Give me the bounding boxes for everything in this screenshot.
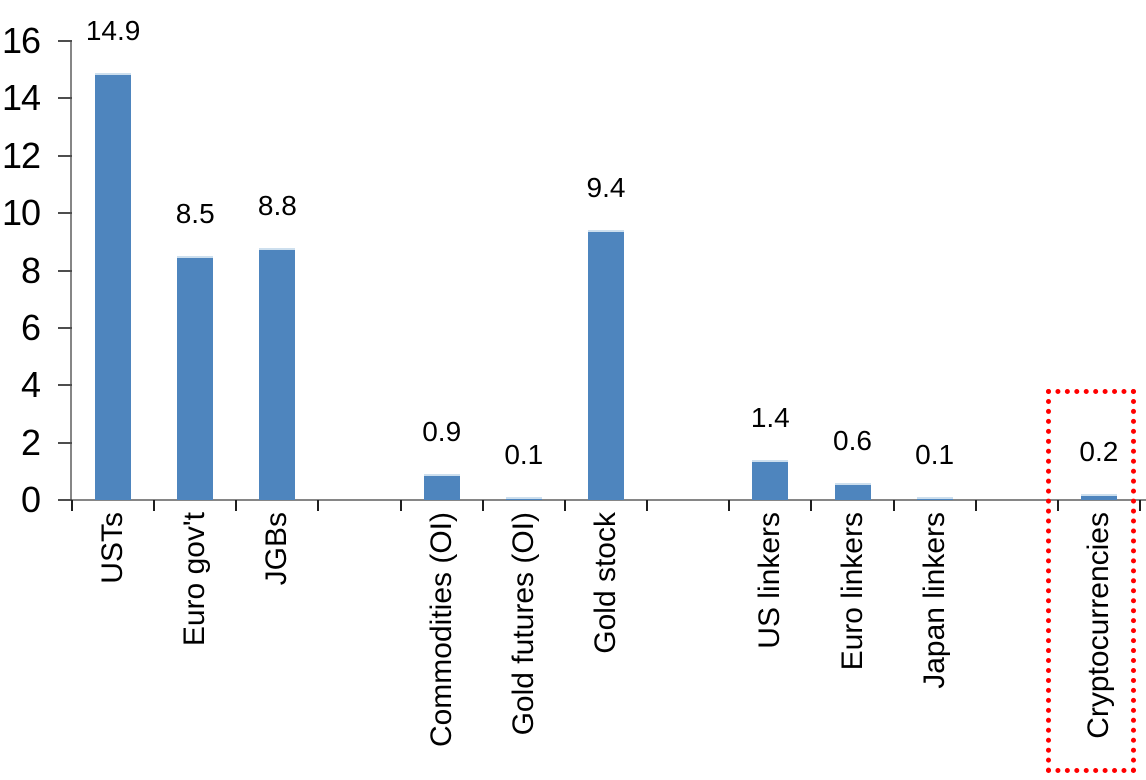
x-category-label-usts: USTs <box>96 512 130 584</box>
x-tick <box>481 500 484 511</box>
x-category-label-japan-linkers: Japan linkers <box>917 512 951 689</box>
data-label-euro-linkers: 0.6 <box>833 424 872 456</box>
y-tick <box>58 269 72 272</box>
x-tick <box>728 500 731 511</box>
bar-japan-linkers <box>916 497 953 500</box>
y-tick-label-6: 6 <box>20 306 41 348</box>
y-tick-label-12: 12 <box>1 134 41 176</box>
x-tick <box>1056 500 1059 511</box>
y-tick <box>58 326 72 329</box>
bar-gold-futures-oi <box>505 497 542 500</box>
data-label-commodities-oi: 0.9 <box>422 416 462 448</box>
x-category-label-gold-futures-oi: Gold futures (OI) <box>506 512 540 736</box>
data-label-japan-linkers: 0.1 <box>915 439 955 471</box>
x-tick <box>563 500 566 511</box>
bar-euro-linkers <box>834 482 871 500</box>
data-label-cryptocurrencies: 0.2 <box>1079 436 1119 468</box>
data-label-gold-futures-oi: 0.1 <box>504 439 544 471</box>
x-category-label-euro-linkers: Euro linkers <box>835 512 869 671</box>
bar-us-linkers <box>752 459 789 500</box>
y-tick <box>58 499 72 501</box>
data-label-gold-stock: 9.4 <box>586 172 626 204</box>
x-tick <box>235 500 238 511</box>
highlight-box <box>1046 389 1136 773</box>
bar-commodities-oi <box>423 474 460 500</box>
x-tick <box>317 500 320 511</box>
y-tick-label-2: 2 <box>20 421 41 463</box>
data-label-us-linkers: 1.4 <box>750 401 790 433</box>
x-category-label-gold-stock: Gold stock <box>589 512 622 654</box>
y-tick-label-0: 0 <box>20 479 41 520</box>
x-category-label-commodities-oi: Commodities (OI) <box>424 512 458 748</box>
x-tick <box>153 500 156 511</box>
y-tick <box>58 154 72 157</box>
x-category-label-us-linkers: US linkers <box>753 512 787 649</box>
y-tick-label-16: 16 <box>1 20 41 61</box>
y-tick-label-4: 4 <box>20 364 41 406</box>
x-tick <box>646 500 649 511</box>
x-category-label-euro-gov-t: Euro gov't <box>178 512 212 647</box>
x-tick <box>399 500 402 511</box>
data-label-euro-gov-t: 8.5 <box>175 198 215 230</box>
x-tick <box>1139 500 1141 511</box>
y-tick <box>58 441 72 444</box>
x-tick <box>71 500 73 511</box>
x-axis-line <box>70 499 1146 501</box>
bar-jgbs <box>259 247 296 500</box>
y-tick <box>58 384 72 387</box>
x-tick <box>810 500 813 511</box>
x-tick <box>892 500 895 511</box>
y-tick <box>58 212 72 215</box>
y-tick-label-8: 8 <box>20 249 41 291</box>
data-label-usts: 14.9 <box>85 14 141 46</box>
y-tick-label-10: 10 <box>1 192 41 234</box>
y-tick-label-14: 14 <box>1 77 41 119</box>
y-tick <box>58 97 72 100</box>
data-label-jgbs: 8.8 <box>257 189 297 221</box>
bar-cryptocurrencies <box>1080 494 1117 500</box>
y-tick <box>58 40 72 42</box>
bar-gold-stock <box>588 230 624 500</box>
bar-euro-gov-t <box>177 256 214 500</box>
x-category-label-jgbs: JGBs <box>260 512 294 586</box>
bar-usts <box>95 72 132 500</box>
x-tick <box>974 500 977 511</box>
